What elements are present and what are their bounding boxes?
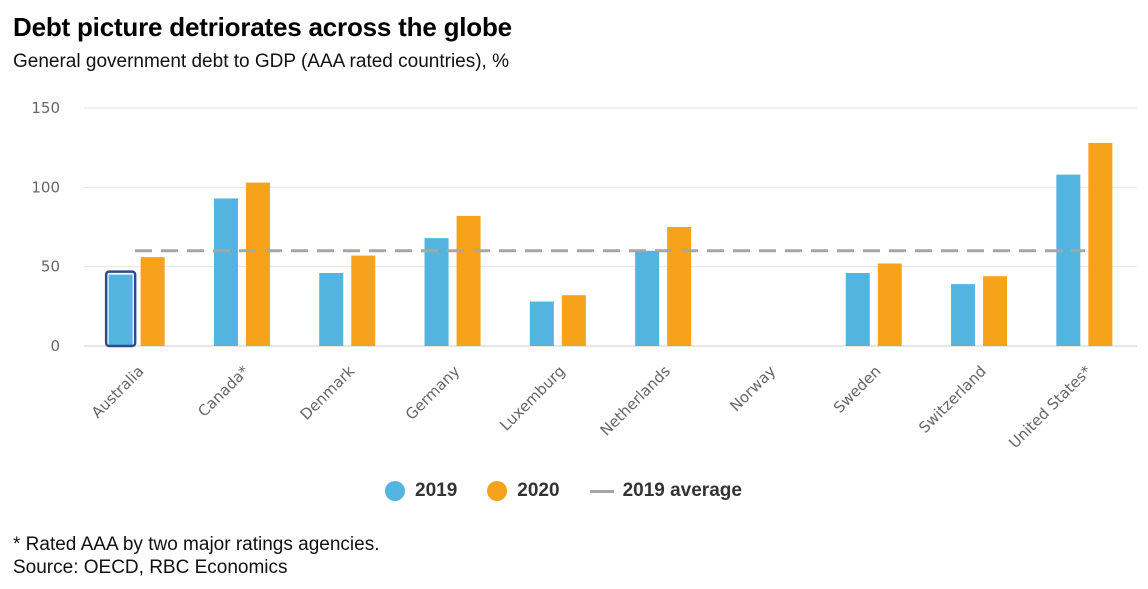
x-tick-label: Canada* (194, 362, 253, 421)
x-tick-label: Denmark (297, 362, 359, 424)
legend-item-2019: 2019 (385, 480, 457, 502)
bar-2020-switzerland (983, 276, 1008, 346)
x-tick-label: Norway (726, 362, 779, 415)
source-text: Source: OECD, RBC Economics (13, 557, 288, 578)
x-tick-label: Netherlands (597, 362, 675, 440)
x-tick-label: Switzerland (915, 362, 990, 437)
x-axis-labels: Australia Canada* Denmark Germany Luxemburg N… (88, 362, 1096, 452)
bar-2020-canada (245, 182, 270, 346)
legend: 2019 2020 2019 average (385, 480, 772, 502)
bar-2019-netherlands (635, 250, 660, 346)
x-tick-label: Germany (402, 362, 464, 424)
bar-2020-sweden (877, 263, 902, 346)
legend-item-2020: 2020 (487, 480, 560, 502)
x-tick-label: Sweden (830, 362, 885, 417)
grid-lines (84, 107, 1137, 347)
y-tick-label: 50 (41, 258, 60, 276)
bar-2019-germany (424, 238, 449, 346)
bars (104, 142, 1113, 348)
highlight-box (104, 270, 137, 348)
x-tick-label: Luxemburg (496, 362, 568, 434)
bar-2019-canada (213, 198, 238, 346)
chart-subtitle: General government debt to GDP (AAA rate… (13, 51, 510, 72)
y-axis-ticks: 0 50 100 150 (31, 99, 60, 355)
bar-2019-sweden (845, 273, 870, 346)
chart-title: Debt picture detriorates across the glob… (13, 12, 512, 42)
bar-2019-united-states (1056, 174, 1081, 346)
bar-2019-australia (108, 274, 133, 346)
y-tick-label: 150 (31, 99, 60, 117)
bar-2019-switzerland (951, 284, 976, 346)
bar-2020-denmark (351, 255, 376, 346)
bar-2020-luxemburg (561, 295, 586, 346)
bar-2020-united-states (1088, 142, 1113, 346)
legend-swatch-2020 (487, 481, 508, 501)
bar-2019-luxemburg (529, 301, 554, 346)
legend-label-2020: 2020 (517, 480, 560, 501)
y-tick-label: 0 (50, 337, 60, 355)
footnote-text: * Rated AAA by two major ratings agencie… (13, 534, 380, 555)
legend-item-average: 2019 average (589, 480, 742, 502)
x-tick-label: United States* (1005, 362, 1095, 452)
bar-2020-germany (456, 215, 481, 346)
bar-chart: 0 50 100 150 Australia Canada* Denmark Germany… (31, 99, 1137, 452)
bar-2020-netherlands (667, 227, 692, 346)
bar-2019-denmark (319, 273, 344, 346)
legend-swatch-2019 (385, 481, 405, 501)
legend-label-average: 2019 average (622, 480, 742, 501)
footnote-block: * Rated AAA by two major ratings agencie… (13, 533, 379, 579)
legend-label-2019: 2019 (415, 480, 458, 501)
x-tick-label: Australia (88, 362, 148, 422)
legend-swatch-average (589, 489, 614, 493)
y-tick-label: 100 (31, 178, 60, 196)
bar-2020-australia (140, 257, 165, 346)
